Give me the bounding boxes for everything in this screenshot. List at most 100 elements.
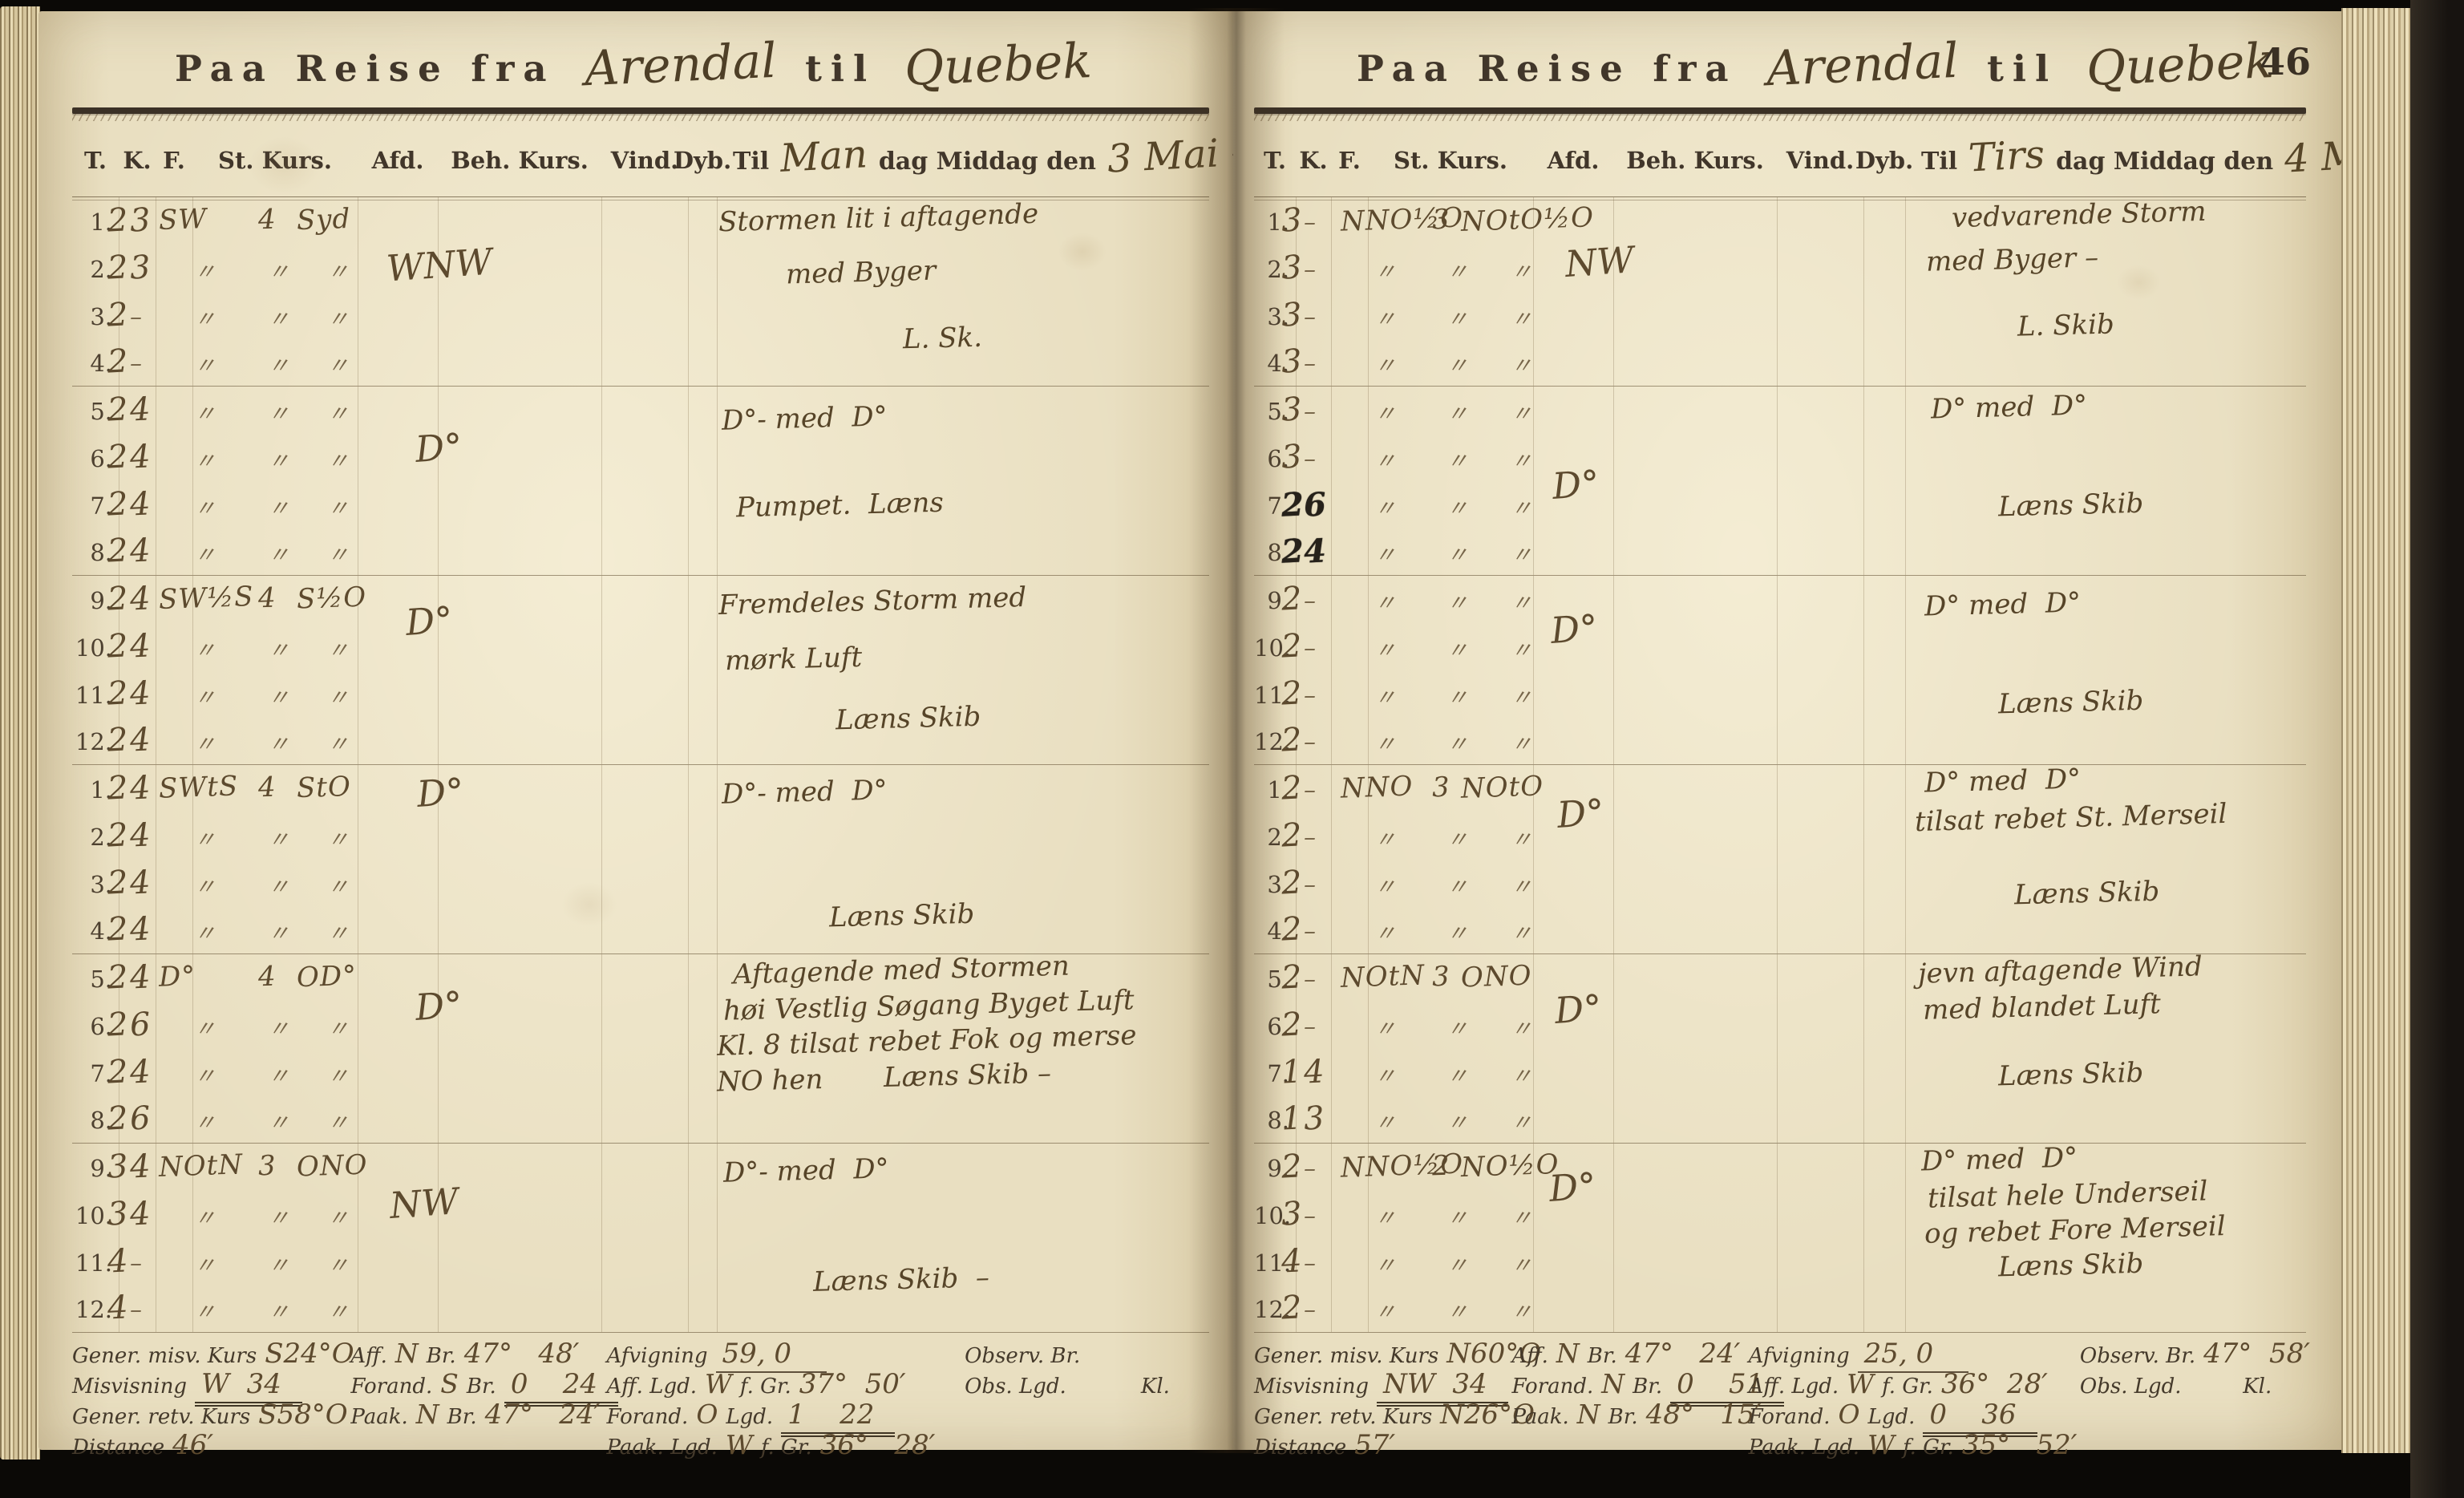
corrected-course-value: 〃 [327, 496, 349, 521]
remark-line: D° med D° [1924, 763, 2082, 800]
steered-course-value: 〃 [1374, 591, 1396, 616]
column-rule [1613, 1144, 1614, 1332]
corrected-course-value: 〃 [327, 1016, 349, 1042]
corrected-course-value: 〃 [1511, 591, 1532, 616]
knots-value: 2 [106, 1099, 129, 1138]
corrected-course-value: 〃 [1511, 638, 1532, 663]
afdrift-value: 〃 [268, 1300, 289, 1326]
column-rule [192, 1144, 193, 1332]
corrected-course-value: 〃 [1511, 354, 1532, 379]
afdrift-value: 〃 [268, 1111, 289, 1136]
footer-label-2: f. Gr. [739, 1375, 791, 1399]
knots-value: 2 [106, 342, 129, 381]
remark-line: Fremdeles Storm med [718, 581, 1027, 622]
column-rule [192, 576, 193, 764]
column-rule [1331, 197, 1332, 386]
hour-label: 11. [75, 681, 112, 709]
corrected-course-value: 〃 [1511, 1111, 1532, 1136]
steered-course-value: 〃 [1374, 1253, 1396, 1278]
origin-script: Arendal [1765, 32, 1960, 98]
footer-value: 35° 52′ [1961, 1429, 2078, 1461]
afdrift-value: 3 [1431, 960, 1451, 994]
col-head-3: St. Kurs. [218, 147, 332, 174]
hour-label: 2. [90, 823, 112, 851]
column-rule [688, 197, 689, 386]
wind-entry: D° [1551, 462, 1601, 508]
footer-seg: Obs. Lgd. [965, 1375, 1141, 1399]
hour-label: 10. [75, 1201, 112, 1229]
corrected-course-value: 〃 [1511, 306, 1532, 332]
footer-label: Observ. Br. [965, 1344, 1081, 1368]
fathoms-value: – [1304, 966, 1316, 994]
hour-label: 10. [1254, 634, 1292, 662]
footer-hand-letter: W [725, 1429, 753, 1460]
page-number: 46 [2259, 40, 2311, 83]
footer-label-2: Br. [426, 1344, 456, 1368]
remark-line: D° med D° [1930, 389, 2088, 426]
knots-value: 2 [106, 484, 129, 524]
log-section: 9. 2 4 SW½S 4 S½O 10. 2 4 〃〃〃 11. 2 4 〃〃〃 12. 2 4 〃〃〃 D° Fr… [72, 576, 1209, 765]
afdrift-value: 〃 [1446, 638, 1468, 663]
steered-course-value: 〃 [194, 685, 216, 711]
column-rule [1368, 576, 1369, 764]
hour-label: 7. [1267, 1059, 1289, 1087]
afdrift-value: 〃 [1446, 685, 1468, 711]
afdrift-value: 〃 [268, 1016, 289, 1042]
steered-course-value: 〃 [194, 306, 216, 332]
col-head-1: K. [1299, 147, 1328, 174]
footer-seg: Observ. Br. 47° 58′ [2080, 1338, 2310, 1370]
hour-label: 5. [90, 398, 112, 425]
remark-line: Læns Skib [1997, 684, 2144, 721]
column-rule [1905, 387, 1906, 575]
hour-label: 1. [90, 776, 112, 804]
remark-line: vedvarende Storm [1951, 195, 2207, 235]
afdrift-value: 〃 [1446, 1016, 1468, 1042]
corrected-course-value: 〃 [1511, 1205, 1532, 1231]
col-head-5: Beh. Kurs. [1626, 147, 1764, 174]
hour-label: 1. [1267, 209, 1289, 236]
fathoms-value: 3 [1302, 1099, 1325, 1138]
column-rule [688, 387, 689, 575]
hour-label: 2. [90, 255, 112, 283]
afdrift-value: 〃 [1446, 874, 1468, 900]
hour-label: 11. [1254, 681, 1292, 709]
column-rule [1533, 954, 1534, 1143]
knots-value: 2 [106, 958, 129, 997]
column-rule [1368, 197, 1369, 386]
column-rule [688, 954, 689, 1143]
column-rule [601, 954, 602, 1143]
footer-seg: Gener. retv. Kurs S58°O [72, 1399, 350, 1431]
knots-value: 2 [1280, 958, 1303, 997]
footer-value: S24°O [265, 1338, 354, 1370]
steered-course-value: 〃 [1374, 306, 1396, 332]
knots-value: 3 [1280, 295, 1303, 334]
column-rule [1368, 954, 1369, 1143]
footer-seg: Aff. N Br. 47° 24′ [1511, 1338, 1748, 1370]
wind-entry: D° [404, 598, 455, 644]
hour-label: 8. [90, 1107, 112, 1135]
hour-label: 6. [1267, 1012, 1289, 1040]
footer-label: Forand. [350, 1375, 433, 1399]
steered-course-value: 〃 [1374, 354, 1396, 379]
footer-label: Gener. retv. Kurs [1254, 1405, 1433, 1429]
column-rule [1777, 387, 1778, 575]
hour-label: 9. [1267, 587, 1289, 614]
footer-label: Gener. retv. Kurs [72, 1405, 251, 1429]
hour-label: 5. [90, 966, 112, 993]
footer-hand-letter: W [1867, 1429, 1895, 1460]
log-section: 1. 2 4 SWtS 4 StO 2. 2 4 〃〃〃 3. 2 4 〃〃〃 4. 2 4 〃〃〃 D° D°- m… [72, 765, 1209, 954]
column-rule [1863, 387, 1864, 575]
remark-line: D°- med D° [722, 1152, 890, 1189]
footer-label: Aff. Lgd. [606, 1375, 697, 1399]
column-rule [1613, 387, 1614, 575]
footer-hand-letter: N [1576, 1399, 1600, 1430]
remark-line: D° med D° [1920, 1141, 2078, 1178]
footer-hand-letter: O [1838, 1399, 1860, 1430]
footer-hand-letter: N [394, 1338, 419, 1369]
fathoms-value: – [1304, 870, 1316, 899]
page-stack-right-edge [2341, 8, 2413, 1453]
hour-label: 3. [1267, 302, 1289, 330]
steered-course-value: 〃 [194, 402, 216, 427]
log-section: 5. 2 4 〃〃〃 6. 2 4 〃〃〃 7. 2 4 〃〃〃 8. 2 4 〃〃〃 D° D°- med D°… [72, 387, 1209, 576]
